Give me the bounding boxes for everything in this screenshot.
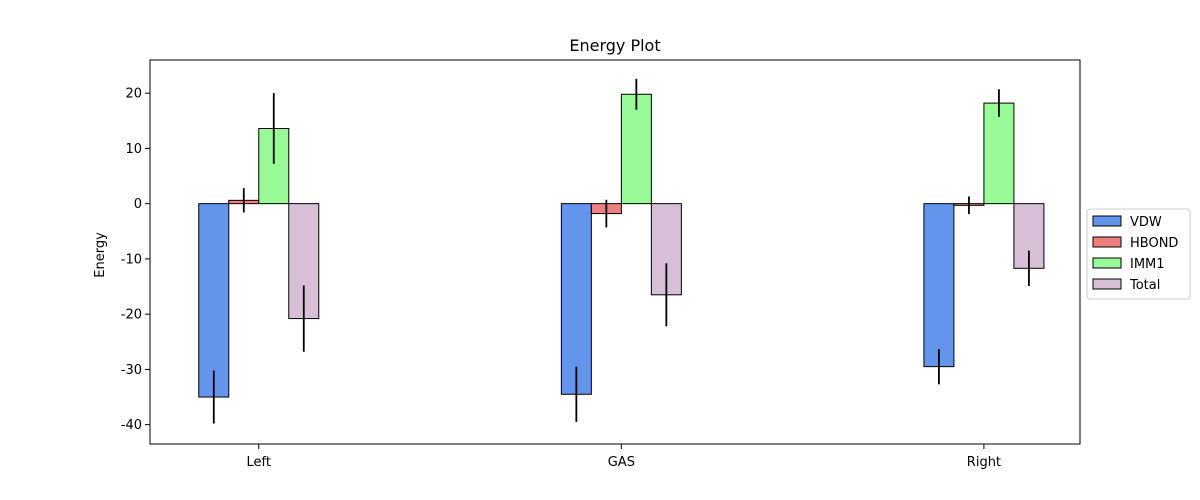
bar-imm1-right [983, 102, 1015, 205]
x-tick-label: GAS [608, 455, 635, 470]
legend-swatch-hbond [1092, 236, 1122, 248]
legend-box [1086, 208, 1191, 300]
x-tick-label: Right [967, 455, 1001, 470]
legend-label-hbond: HBOND [1130, 236, 1178, 251]
chart-title: Energy Plot [569, 36, 660, 55]
bar-vdw-left [198, 203, 230, 398]
axes-frame [149, 59, 1081, 445]
legend-label-imm1: IMM1 [1130, 257, 1165, 272]
x-tick-label: Left [247, 455, 271, 470]
y-tick-label: 0 [134, 197, 142, 212]
legend-swatch-vdw [1092, 215, 1122, 227]
y-tick-label: -30 [121, 363, 142, 378]
bar-vdw-right [923, 203, 955, 368]
legend: VDW HBOND IMM1 Total [1086, 208, 1191, 300]
bar-vdw-gas [560, 203, 592, 395]
y-tick-label: 20 [125, 87, 142, 102]
y-tick-label: -10 [121, 252, 142, 267]
legend-label-vdw: VDW [1130, 215, 1162, 230]
y-tick-label: -20 [121, 308, 142, 323]
y-tick-label: 10 [125, 142, 142, 157]
legend-label-total: Total [1129, 278, 1160, 293]
legend-swatch-imm1 [1092, 257, 1122, 269]
legend-swatch-total [1092, 278, 1122, 290]
y-tick-label: -40 [121, 418, 142, 433]
y-axis-label: Energy [93, 232, 108, 278]
bar-imm1-gas [620, 93, 652, 205]
plot-area: -40 -30 -20 -10 0 10 20 Left GAS Right [121, 59, 1081, 470]
